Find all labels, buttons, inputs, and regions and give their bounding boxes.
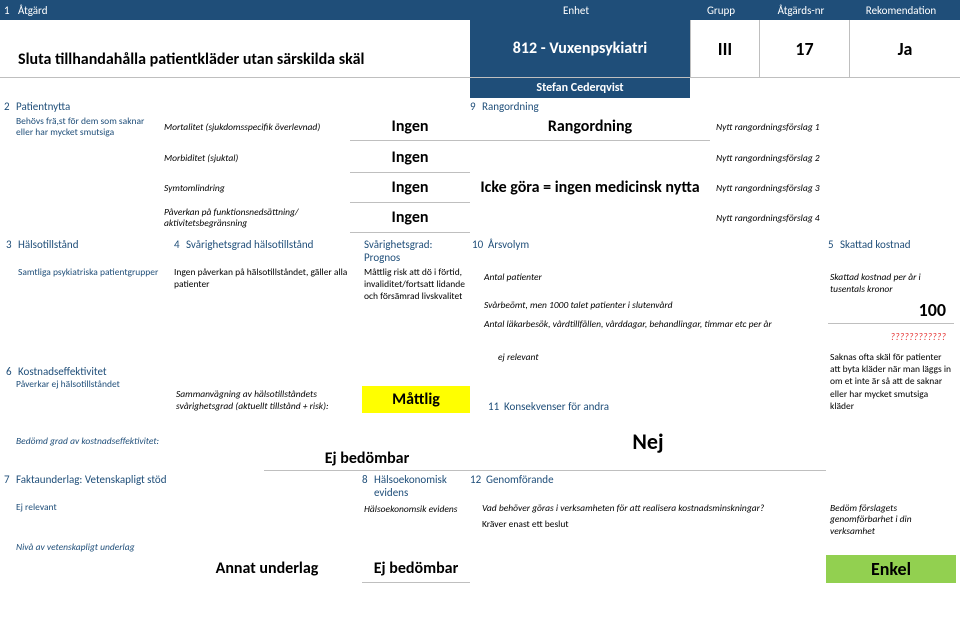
mort-val: Ingen: [350, 114, 470, 141]
sec2-desc: Behövs frä,st för dem som saknar eller h…: [4, 114, 160, 141]
nej-row: Bedömd grad av kostnadseffektivitet: Ej …: [0, 413, 960, 471]
author-name: Stefan Cederqvist: [470, 78, 690, 98]
row-3-4-5: Samtliga psykiatriska patientgrupper Ing…: [0, 265, 960, 345]
sec6-sub: Påverkar ej hälsotillståndet: [4, 378, 172, 390]
rang-label: Rangordning: [470, 114, 710, 141]
sec4-summ-label: Sammanvägning av hälsotillståndets svåri…: [172, 351, 362, 413]
sec12-q2: Kräver enast ett beslut: [470, 516, 826, 532]
func-val: Ingen: [350, 203, 470, 233]
sec8-num: 8: [362, 473, 374, 499]
sec10-s1: Antal patienter: [472, 267, 824, 297]
author-row: Stefan Cederqvist: [0, 78, 960, 98]
sec3-title: Hälsotillstånd: [16, 237, 172, 265]
sec5-num-val: 100: [828, 297, 954, 324]
sec4-title: Svårighetsgrad hälsotillstånd: [184, 237, 362, 265]
header-grupp: Grupp: [686, 4, 756, 17]
sec9-num: 9: [470, 100, 482, 113]
sec2-num: 2: [4, 100, 16, 113]
prog-title: Svårighetsgrad: Prognos: [362, 237, 470, 265]
func-label: Påverkan på funktionsnedsättning/ aktivi…: [160, 203, 350, 233]
sec7-annat: Annat underlag: [172, 555, 362, 583]
rang-n2: Nytt rangordningsförslag 2: [710, 143, 956, 173]
row-sec2: Behövs frä,st för dem som saknar eller h…: [0, 114, 960, 143]
mattlig-badge: Måttlig: [362, 386, 470, 413]
morb-label: Morbiditet (sjuktal): [160, 143, 350, 173]
metrics-block: Morbiditet (sjuktal) Symtomlindring Påve…: [0, 143, 960, 233]
sec10-title: Årsvolym: [486, 237, 826, 265]
header-seq: 1: [4, 4, 18, 17]
sec10-s4: ej relevant: [486, 351, 826, 363]
sym-label: Symtomlindring: [160, 173, 350, 203]
sec6-ejb: Ej bedömbar: [264, 449, 470, 471]
row-6-11: 6Kostnadseffektivitet Påverkar ej hälsot…: [0, 345, 960, 413]
sec5-q: ????????????: [828, 324, 954, 345]
sec6-title: Kostnadseffektivitet: [16, 365, 109, 378]
sec10-s2: Svårbeömt, men 1000 talet patienter i sl…: [472, 297, 824, 313]
bottom-row: Annat underlag Ej bedömbar Enkel: [0, 553, 960, 583]
sec11-title: Konsekvenser för andra: [502, 400, 611, 413]
sec6-bedom: Bedömd grad av kostnadseffektivitet:: [4, 433, 470, 449]
sec7-ej: Ej relevant: [4, 501, 362, 513]
sec4-desc: Ingen påverkan på hälsotillståndet, gäll…: [172, 267, 362, 345]
sec3-desc: Samtliga psykiatriska patientgrupper: [4, 267, 172, 345]
sec9-title: Rangordning: [482, 100, 956, 113]
title-rek: Ja: [850, 20, 960, 77]
prog-desc: Måttlig risk att dö i förtid, invalidite…: [362, 267, 470, 345]
header-enhet: Enhet: [466, 4, 686, 17]
sec12-num: 12: [470, 473, 486, 499]
title-nr: 17: [760, 20, 850, 77]
sec11-nej: Nej: [470, 413, 826, 471]
header-rek: Rekomendation: [846, 4, 956, 17]
title-enhet: 812 - Vuxenpsykiatri: [470, 20, 690, 77]
mort-label: Mortalitet (sjukdomsspecifik överlevnad): [160, 114, 350, 141]
sec12-title: Genomförande: [486, 473, 956, 499]
sec8-title: Hälsoekonomisk evidens: [374, 473, 470, 499]
header-atgardsnr: Åtgärds-nr: [756, 4, 846, 17]
section-heads-2-9: 2 Patientnytta 9 Rangordning: [0, 98, 960, 114]
sec6-num: 6: [4, 365, 16, 378]
sec10-s3: Antal läkarbesök, vårdtillfällen, vårdda…: [472, 313, 824, 333]
sec12-enkel: Enkel: [826, 555, 956, 583]
sec11-num: 11: [486, 400, 502, 413]
header-bar: 1 Åtgärd Enhet Grupp Åtgärds-nr Rekomend…: [0, 0, 960, 20]
title-grupp: III: [690, 20, 760, 77]
sec5-title: Skattad kostnad: [838, 237, 956, 265]
sec2-title: Patientnytta: [16, 100, 470, 113]
section-heads-7-8-12: 7 Faktaunderlag: Vetenskapligt stöd 8 Hä…: [0, 471, 960, 499]
rang-phrase: Icke göra = ingen medicinsk nytta: [470, 143, 710, 233]
sec7-num: 7: [4, 473, 16, 499]
sec5-s1: Skattad kostnad per år i tusentals krono…: [828, 267, 954, 297]
sym-val: Ingen: [350, 173, 470, 203]
title-text: Sluta tillhandahålla patientkläder utan …: [0, 20, 470, 77]
rang-n1: Nytt rangordningsförslag 1: [710, 114, 956, 141]
row-7-8-12: Ej relevant Nivå av vetenskapligt underl…: [0, 499, 960, 553]
sec12-bed: Bedöm förslagets genomförbarhet i din ve…: [826, 501, 956, 553]
sec7-niv: Nivå av vetenskapligt underlag: [4, 541, 362, 553]
rang-n3: Nytt rangordningsförslag 3: [710, 173, 956, 203]
sec7-title: Faktaunderlag: Vetenskapligt stöd: [16, 473, 362, 499]
title-row: Sluta tillhandahålla patientkläder utan …: [0, 20, 960, 78]
sec3-num: 3: [4, 237, 16, 265]
sec10-num: 10: [470, 237, 486, 265]
rang-n4: Nytt rangordningsförslag 4: [710, 203, 956, 233]
sec5-num: 5: [826, 237, 838, 265]
section-heads-3-4-10-5: 3 Hälsotillstånd 4 Svårighetsgrad hälsot…: [0, 237, 960, 265]
sec8-he: Hälsoekonomsik evidens: [362, 501, 470, 517]
morb-val: Ingen: [350, 143, 470, 173]
sec11-text: Saknas ofta skäl för patienter att byta …: [826, 351, 956, 413]
header-atgard: Åtgärd: [18, 4, 466, 17]
sec12-q1: Vad behöver göras i verksamheten för att…: [470, 501, 826, 517]
sec4-num: 4: [172, 237, 184, 265]
sec8-ejb: Ej bedömbar: [362, 555, 470, 583]
